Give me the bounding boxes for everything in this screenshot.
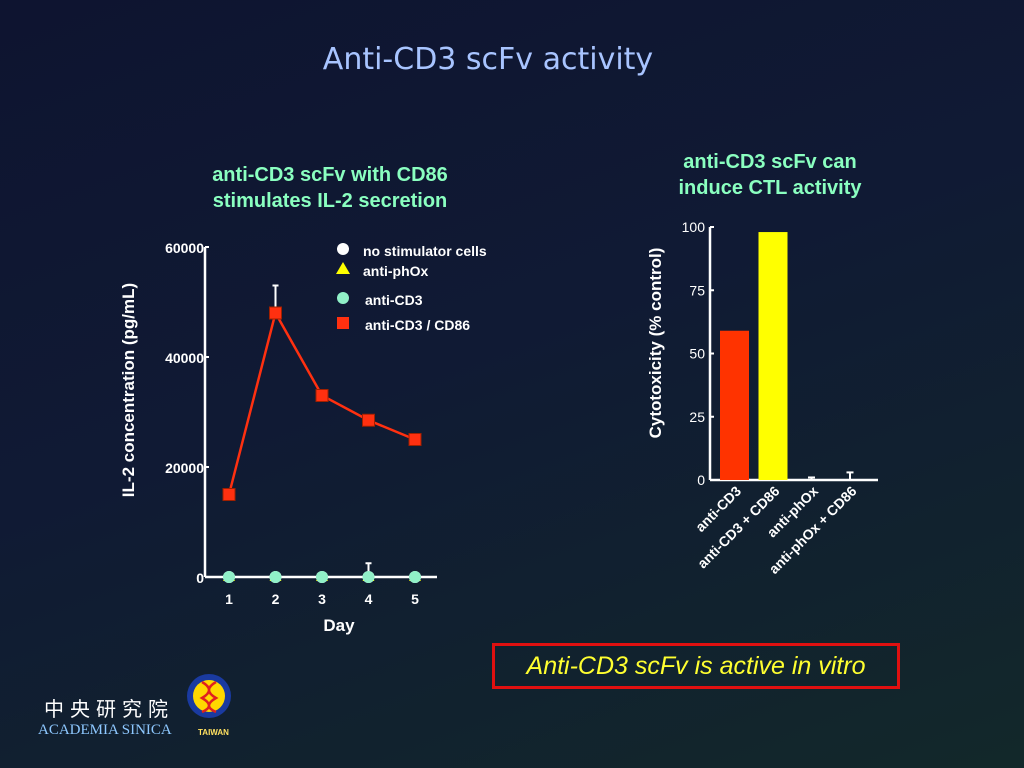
legend-label: anti-CD3 / CD86 [365, 317, 470, 333]
legend-marker [337, 292, 349, 304]
subtitle-line: induce CTL activity [678, 177, 862, 199]
data-point [223, 571, 235, 583]
data-point [362, 413, 375, 427]
y-axis-label: Cytotoxicity (% control) [646, 248, 665, 439]
y-tick-label: 20000 [165, 460, 204, 476]
x-tick-label: 2 [272, 591, 280, 607]
series-line [227, 309, 416, 495]
data-point [315, 389, 329, 402]
x-tick-label: 3 [318, 591, 326, 607]
y-axis-label: IL-2 concentration (pg/mL) [119, 283, 138, 497]
x-tick-label: 1 [225, 591, 233, 607]
legend-marker [336, 262, 350, 274]
conclusion-box: Anti-CD3 scFv is active in vitro [492, 643, 900, 689]
y-tick-label: 0 [697, 472, 705, 488]
logo-chinese: 中央研究院 [44, 697, 174, 721]
bar [720, 330, 749, 480]
data-point [362, 571, 375, 583]
bar [758, 232, 788, 480]
legend-label: anti-CD3 [365, 292, 423, 308]
subtitle-line: stimulates IL-2 secretion [212, 190, 448, 212]
y-tick-label: 100 [682, 219, 706, 235]
subtitle-line: anti-CD3 scFv with CD86 [212, 164, 448, 186]
slide-title: Anti-CD3 scFv activity [322, 42, 654, 77]
logo-english: ACADEMIA SINICA [38, 722, 172, 738]
institute-seal-icon [187, 674, 231, 718]
line-chart-subtitle: anti-CD3 scFv with CD86 stimulates IL-2 … [170, 162, 490, 214]
x-axis-label: Day [323, 616, 355, 635]
bar-chart-subtitle: anti-CD3 scFv can induce CTL activity [620, 149, 920, 201]
logo-taiwan: TAIWAN [198, 728, 229, 737]
data-point [409, 571, 421, 583]
data-point [316, 571, 328, 583]
x-tick-label: 5 [411, 591, 419, 607]
legend-marker [337, 317, 349, 329]
y-tick-label: 0 [196, 570, 204, 586]
y-tick-label: 25 [689, 409, 705, 425]
legend-label: no stimulator cells [363, 243, 487, 259]
line-chart: 0 20000 40000 60000 1 2 3 4 5 Day IL-2 concentrati… [119, 240, 487, 635]
data-point [269, 571, 282, 583]
y-tick-label: 40000 [165, 350, 204, 366]
y-tick-label: 75 [689, 282, 705, 298]
data-point [222, 488, 236, 501]
y-tick-label: 60000 [165, 240, 204, 256]
y-tick-label: 50 [689, 346, 705, 362]
data-point [408, 433, 422, 446]
subtitle-line: anti-CD3 scFv can [683, 151, 857, 173]
legend-marker [337, 243, 349, 255]
legend-label: anti-phOx [363, 263, 429, 279]
x-tick-label: 4 [365, 591, 373, 607]
data-point [269, 306, 282, 320]
